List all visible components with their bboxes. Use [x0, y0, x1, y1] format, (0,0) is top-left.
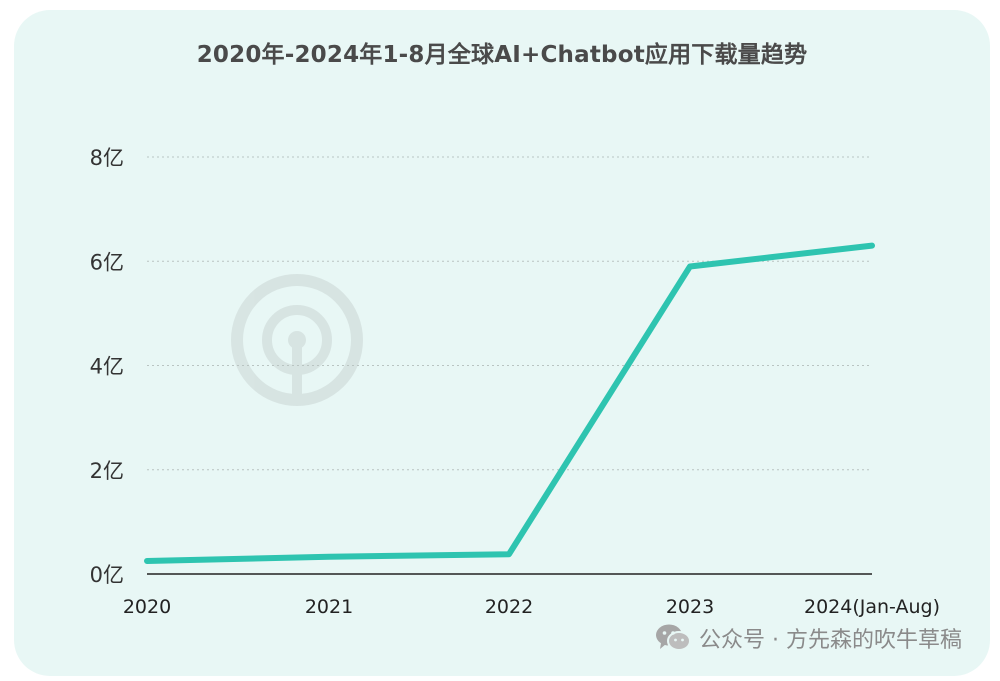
footer-watermark: 公众号 · 方先森的吹牛草稿 — [655, 622, 962, 654]
x-tick-label: 2022 — [485, 596, 533, 618]
grid-lines — [147, 156, 872, 471]
line-chart: 0亿 2亿 4亿 6亿 8亿 2020 2021 2022 2023 2024(Jan-Aug) — [90, 146, 940, 618]
y-tick-label: 8亿 — [90, 146, 124, 170]
y-tick-label: 0亿 — [90, 563, 124, 587]
x-tick-label: 2023 — [666, 596, 714, 618]
chart-card: 2020年-2024年1-8月全球AI+Chatbot应用下载量趋势 0亿 2亿 4… — [14, 10, 990, 676]
sensortower-logo-watermark — [231, 274, 363, 406]
y-tick-label: 6亿 — [90, 250, 124, 274]
y-tick-label: 2亿 — [90, 459, 124, 483]
x-tick-label: 2021 — [305, 596, 353, 618]
x-tick-label: 2020 — [123, 596, 171, 618]
series-line — [144, 242, 875, 564]
wechat-icon — [656, 624, 692, 651]
x-tick-label: 2024(Jan-Aug) — [804, 596, 940, 618]
chart-title: 2020年-2024年1-8月全球AI+Chatbot应用下载量趋势 — [196, 42, 808, 68]
x-axis-tick-labels: 2020 2021 2022 2023 2024(Jan-Aug) — [123, 596, 940, 618]
y-tick-label: 4亿 — [90, 355, 124, 379]
footer-text: 公众号 · 方先森的吹牛草稿 — [699, 628, 962, 653]
y-axis-tick-labels: 0亿 2亿 4亿 6亿 8亿 — [90, 146, 124, 587]
